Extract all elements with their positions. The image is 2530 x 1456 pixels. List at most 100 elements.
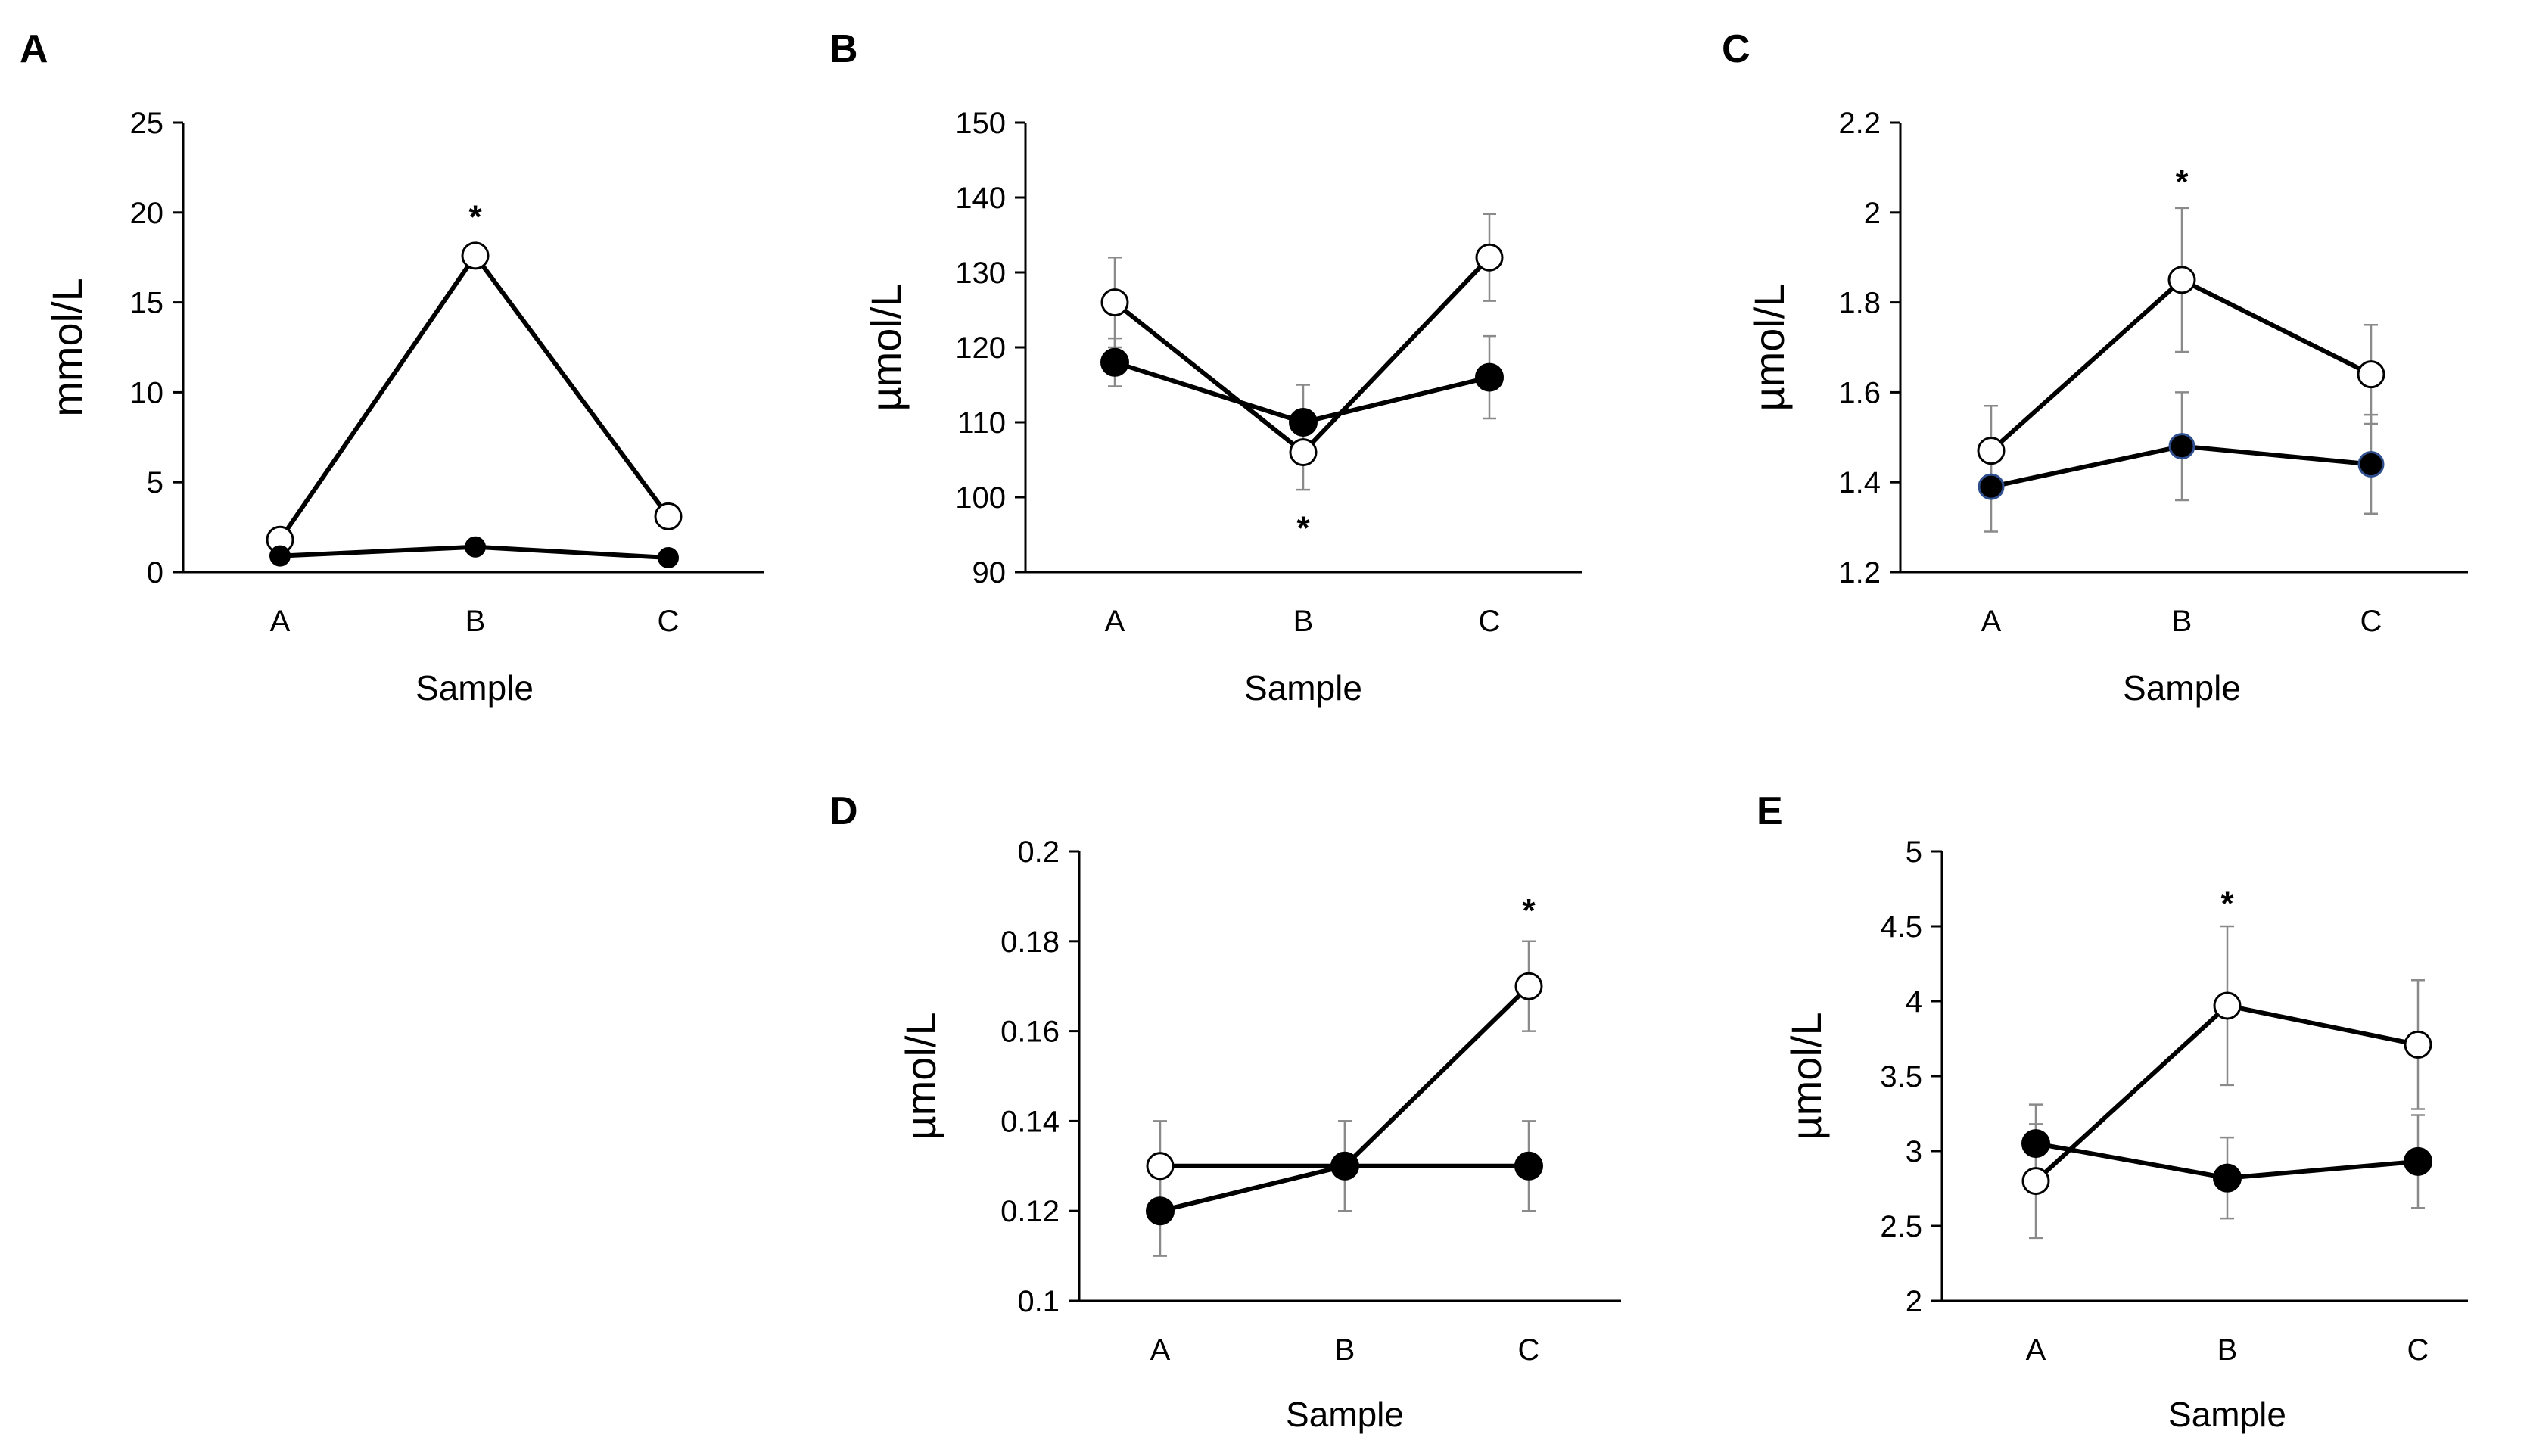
data-point-filled-circles: [1289, 408, 1318, 437]
panel-B: B 90 100 110 120 130 140 150 A B C Sample µmol/L *: [829, 27, 1582, 708]
significance-asterisk: *: [1296, 510, 1310, 547]
significance-asterisk: *: [2220, 885, 2234, 922]
x-tick-label: A: [1150, 1333, 1171, 1367]
data-point-filled-circles: [2357, 450, 2385, 478]
y-tick-label: 1.2: [1838, 556, 1881, 590]
panel-C: C 1.2 1.4 1.6 1.8 2 2.2 A B C Sample µmol/L *: [1722, 27, 2468, 708]
y-tick-label: 20: [130, 197, 164, 230]
y-tick-label: 2: [1864, 197, 1881, 230]
x-tick-label: C: [2360, 605, 2382, 638]
panel-A: A 0 5 10 15 20 25 A B C Sample mmol/L *: [20, 27, 764, 708]
y-tick-label: 150: [955, 107, 1006, 140]
y-tick-label: 0.14: [1000, 1105, 1060, 1138]
y-tick-label: 0.18: [1000, 926, 1060, 959]
data-point-open-circles: [1146, 1152, 1175, 1181]
y-tick-label: 0.1: [1017, 1285, 1060, 1318]
y-tick-label: 5: [147, 466, 163, 499]
significance-asterisk: *: [2175, 163, 2189, 201]
y-tick-label: 90: [972, 556, 1007, 590]
y-tick-label: 100: [955, 481, 1006, 515]
x-tick-label: A: [270, 605, 291, 638]
y-tick-label: 0.2: [1017, 835, 1060, 869]
data-point-open-circles: [1100, 288, 1129, 317]
panel-letter: C: [1722, 27, 1750, 71]
data-point-open-circles: [2404, 1030, 2432, 1059]
y-tick-label: 1.8: [1838, 287, 1881, 320]
data-point-open-circles: [1289, 438, 1318, 467]
data-point-filled-circles: [2021, 1129, 2050, 1159]
data-point-filled-circles: [1475, 362, 1504, 392]
series-line-open-circles: [278, 253, 671, 541]
x-tick-label: C: [2407, 1333, 2429, 1367]
data-point-filled-circles: [1146, 1196, 1175, 1226]
y-tick-label: 0.16: [1000, 1016, 1060, 1049]
data-point-filled-circles: [2404, 1146, 2432, 1176]
panel-letter: A: [20, 27, 48, 71]
panel-E: E 2 2.5 3 3.5 4 4.5 5 A B C Sample µmol/L *: [1757, 789, 2468, 1434]
x-tick-label: A: [2026, 1333, 2046, 1367]
x-tick-label: B: [465, 605, 486, 638]
data-point-open-circles: [1977, 437, 2006, 465]
y-tick-label: 2.5: [1880, 1210, 1922, 1243]
significance-asterisk: *: [1522, 892, 1536, 929]
x-tick-label: A: [1105, 605, 1125, 638]
x-axis-title: Sample: [1286, 1395, 1404, 1434]
x-tick-label: C: [658, 605, 680, 638]
data-point-filled-circles: [1514, 1151, 1543, 1181]
x-tick-label: B: [1335, 1333, 1355, 1367]
y-tick-label: 3.5: [1880, 1060, 1922, 1094]
panel-letter: D: [829, 789, 858, 833]
data-point-open-circles: [461, 241, 490, 270]
data-point-open-circles: [654, 502, 683, 530]
data-point-open-circles: [2213, 991, 2242, 1020]
data-point-filled-circles: [1100, 347, 1129, 377]
y-tick-label: 0: [147, 556, 163, 590]
panel-letter: E: [1757, 789, 1783, 833]
y-tick-label: 25: [130, 107, 164, 140]
data-point-filled-circles: [1978, 473, 2005, 500]
y-axis-title: µmol/L: [1745, 283, 1793, 411]
panel-D: D 0.1 0.12 0.14 0.16 0.18 0.2 A B C Sample µmol/L *: [829, 789, 1621, 1434]
y-tick-label: 15: [130, 287, 164, 320]
data-point-filled-circles: [2168, 433, 2195, 460]
y-axis-title: µmol/L: [1782, 1012, 1830, 1140]
x-axis-title: Sample: [2123, 668, 2241, 708]
x-axis-title: Sample: [415, 668, 534, 708]
y-tick-label: 3: [1906, 1135, 1922, 1168]
y-tick-label: 2.2: [1838, 107, 1881, 140]
x-axis-title: Sample: [2168, 1395, 2286, 1434]
x-tick-label: A: [1981, 605, 2002, 638]
data-point-filled-circles: [2213, 1163, 2242, 1193]
y-tick-label: 140: [955, 182, 1006, 215]
y-tick-label: 1.6: [1838, 376, 1881, 409]
data-point-open-circles: [2021, 1167, 2050, 1196]
x-tick-label: B: [2217, 1333, 2238, 1367]
x-tick-label: C: [1479, 605, 1501, 638]
y-tick-label: 4: [1906, 985, 1922, 1019]
y-axis-title: µmol/L: [862, 283, 910, 411]
data-point-filled-circles: [658, 546, 679, 568]
y-tick-label: 5: [1906, 835, 1922, 869]
data-point-open-circles: [1475, 243, 1504, 272]
panel-letter: B: [829, 27, 858, 71]
data-point-filled-circles: [1330, 1151, 1359, 1181]
data-point-open-circles: [2357, 360, 2385, 389]
y-tick-label: 4.5: [1880, 910, 1922, 944]
data-point-open-circles: [1514, 972, 1543, 1000]
y-tick-label: 10: [130, 376, 164, 409]
data-point-filled-circles: [465, 536, 486, 558]
x-tick-label: B: [1293, 605, 1314, 638]
y-tick-label: 0.12: [1000, 1195, 1060, 1228]
x-axis-title: Sample: [1244, 668, 1362, 708]
x-tick-label: B: [2172, 605, 2192, 638]
y-axis-title: mmol/L: [43, 278, 91, 417]
y-tick-label: 130: [955, 257, 1006, 290]
data-point-open-circles: [2167, 266, 2196, 294]
y-tick-label: 120: [955, 331, 1006, 365]
significance-asterisk: *: [468, 199, 482, 236]
data-point-filled-circles: [269, 545, 291, 567]
x-tick-label: C: [1518, 1333, 1540, 1367]
y-tick-label: 2: [1906, 1285, 1922, 1318]
y-tick-label: 1.4: [1838, 466, 1881, 499]
